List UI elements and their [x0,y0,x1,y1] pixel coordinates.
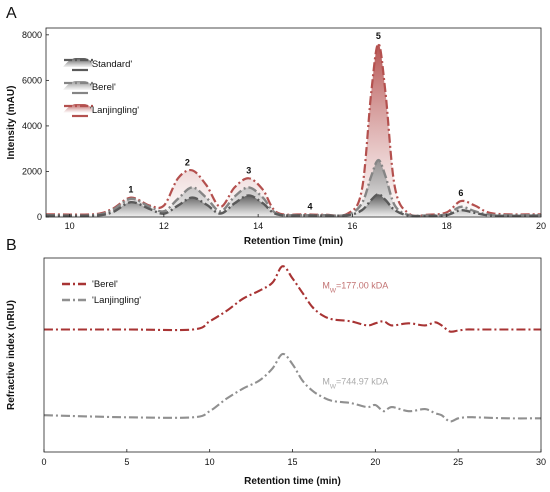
x-tick-label: 10 [65,221,75,231]
legend-label: 'Standard' [90,59,132,70]
x-tick-label: 25 [453,457,463,467]
x-tick-label: 12 [159,221,169,231]
peak-label: 1 [128,185,133,195]
x-tick-label: 14 [253,221,263,231]
area-standard [46,194,541,217]
line-lanjingling [43,352,542,423]
chart-b-frame [43,257,542,453]
x-tick-label: 16 [347,221,357,231]
molecular-weight-label: MW=177.00 kDA [322,281,388,295]
line-berel [43,265,541,333]
y-tick-label: 8000 [22,30,42,40]
line-berel [45,158,542,218]
peak-label: 2 [185,157,190,167]
chart-a-frame [45,27,542,218]
legend-label: 'Lanjingling' [90,105,139,116]
panel-label-a: A [6,5,17,22]
line-standard [45,192,542,218]
y-tick-label: 4000 [22,121,42,131]
legend-label: 'Lanjingling' [92,295,141,306]
peak-label: 5 [376,31,381,41]
x-tick-label: 30 [536,457,546,467]
peak-label: 4 [307,201,312,211]
peak-label: 6 [458,188,463,198]
x-tick-label: 15 [287,457,297,467]
chart-b-x-axis-title: Retention time (min) [244,476,341,487]
x-tick-label: 20 [536,221,546,231]
x-tick-label: 5 [124,457,129,467]
y-tick-label: 2000 [22,166,42,176]
panel-label-b: B [6,237,17,254]
molecular-weight-label: MW=744.97 kDA [322,377,388,391]
peak-label: 3 [246,165,251,175]
legend-label: 'Berel' [92,279,118,290]
x-tick-label: 0 [41,457,46,467]
chart-a-x-axis-title: Retention Time (min) [244,236,343,247]
chart-b-y-axis-title: Refractive index (nRIU) [6,300,17,410]
line-lanjingling [45,42,542,218]
legend-label: 'Berel' [90,82,116,93]
y-tick-label: 0 [37,212,42,222]
x-tick-label: 18 [442,221,452,231]
x-tick-label: 10 [205,457,215,467]
x-tick-label: 20 [370,457,380,467]
chart-a-y-axis-title: Intensity (mAU) [6,86,17,160]
y-tick-label: 6000 [22,75,42,85]
